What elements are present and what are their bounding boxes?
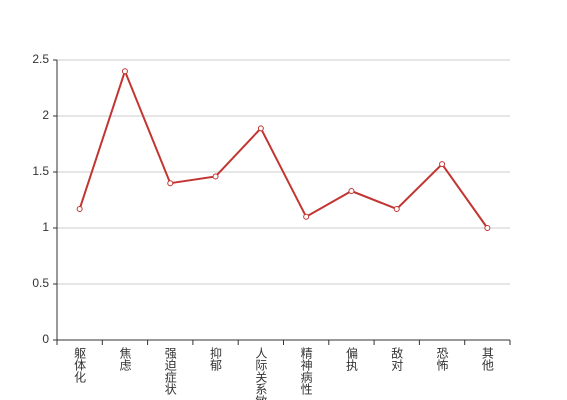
point [257,125,264,132]
point [212,173,219,180]
x-tick-label: 躯体化 [73,346,87,384]
x-tick-label: 精神病性 [299,347,313,396]
point [76,205,83,212]
y-tick-label: 1.5 [32,164,49,178]
x-tick-label: 人际关系敏感 [254,347,268,400]
x-tick-label: 抑郁 [209,346,223,372]
line [78,68,489,229]
y-tick-label: 2 [42,108,49,122]
x-tick-label: 强迫症状 [163,347,177,395]
point [121,68,128,75]
x-tick-label: 其他 [480,347,494,371]
point [393,205,400,212]
y-tick-label: 1 [42,220,49,234]
point [167,180,174,187]
y-tick-label: 0 [42,332,49,346]
x-tick-label: 偏执 [344,346,358,372]
point [303,213,310,220]
x-tick-label: 恐怖 [435,347,449,371]
x-tick-label: 焦虑 [118,347,132,371]
y-tick-label: 0.5 [32,276,49,290]
x-tick-label: 敌对 [390,346,404,371]
y-tick-label: 2.5 [32,52,49,66]
point [484,225,491,231]
point [439,161,446,168]
point [348,188,355,195]
